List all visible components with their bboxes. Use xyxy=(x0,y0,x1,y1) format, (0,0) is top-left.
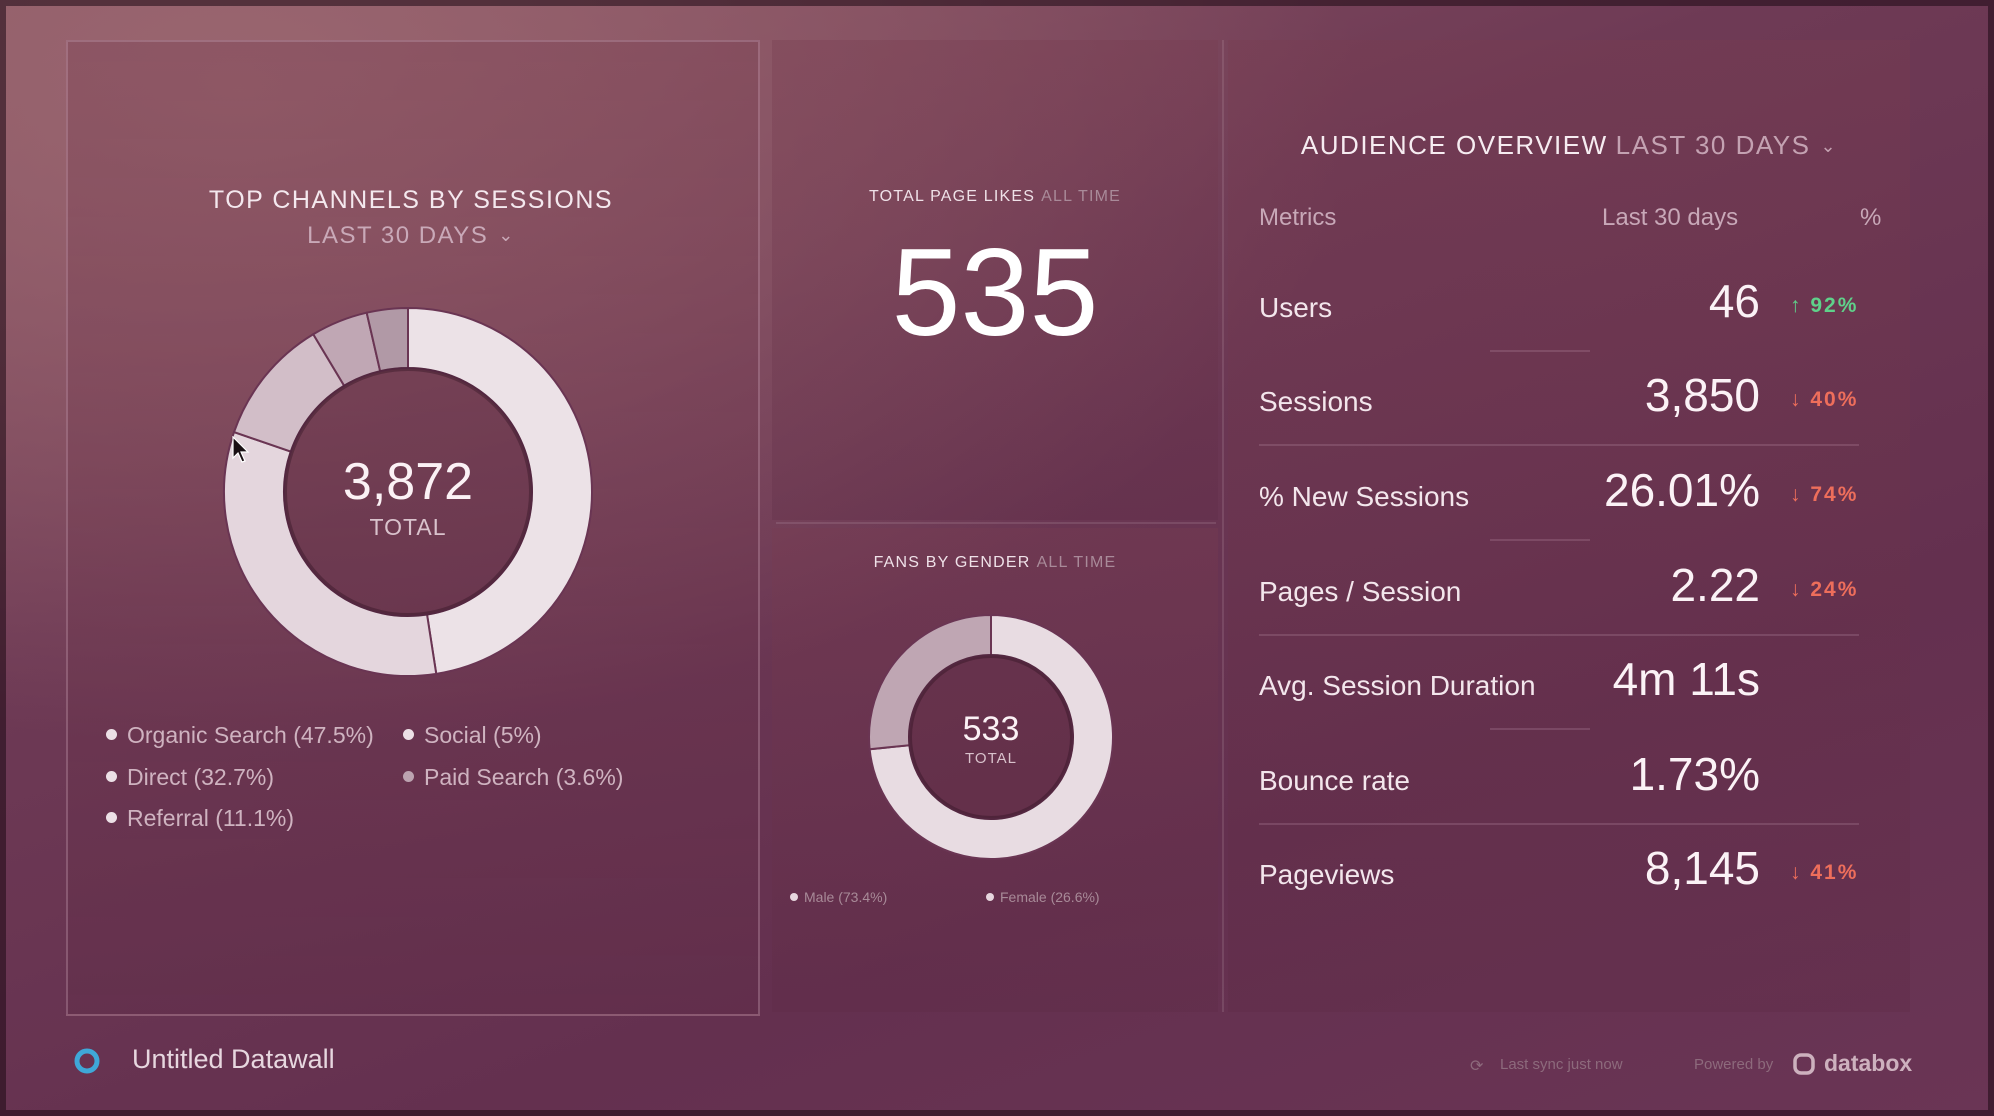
panel-divider xyxy=(776,522,1216,524)
row-separator xyxy=(1259,823,1859,825)
databox-logo-icon xyxy=(1793,1053,1815,1075)
last-sync-text: Last sync just now xyxy=(1500,1056,1623,1073)
powered-by-text: Powered by xyxy=(1694,1056,1774,1073)
legend-label: Organic Search (47.5%) xyxy=(127,722,374,748)
legend-label: Male (73.4%) xyxy=(804,889,888,905)
fans-gender-panel xyxy=(772,528,1218,1012)
metric-delta-badge: ↑ 92% xyxy=(1790,294,1859,317)
legend-dot xyxy=(106,729,117,740)
row-separator xyxy=(1490,728,1590,730)
metric-delta-badge: ↓ 40% xyxy=(1790,388,1859,411)
metric-label: Avg. Session Duration xyxy=(1259,670,1536,701)
top-channels-total-label: TOTAL xyxy=(369,514,447,540)
chevron-down-icon: ⌄ xyxy=(1820,136,1838,156)
row-separator xyxy=(1490,350,1590,352)
row-separator xyxy=(1259,634,1859,636)
fans-slice-1 xyxy=(868,613,992,751)
legend-item-social: Social (5%) xyxy=(403,722,542,749)
metric-delta-badge: ↓ 74% xyxy=(1790,483,1859,506)
legend-label: Direct (32.7%) xyxy=(127,764,274,790)
legend-dot xyxy=(403,729,414,740)
fans-gender-subtitle: ALL TIME xyxy=(1036,554,1117,571)
channels-slice-1 xyxy=(223,430,438,677)
top-channels-range-label: LAST 30 DAYS xyxy=(307,222,489,249)
metric-delta-badge: ↓ 24% xyxy=(1790,578,1859,601)
channels-slice-4 xyxy=(365,306,409,373)
header-metrics: Metrics xyxy=(1259,204,1337,231)
legend-dot xyxy=(790,893,798,901)
mouse-cursor-icon xyxy=(232,436,250,463)
metric-label: Pages / Session xyxy=(1259,576,1462,607)
channels-hole xyxy=(283,367,533,617)
legend-item-referral: Referral (11.1%) xyxy=(106,805,294,832)
legend-label: Paid Search (3.6%) xyxy=(424,764,624,790)
legend-label: Female (26.6%) xyxy=(1000,889,1100,905)
fans-slice-0 xyxy=(868,613,1114,860)
legend-item-female: Female (26.6%) xyxy=(986,889,1100,905)
page-likes-value: 535 xyxy=(891,224,1099,362)
legend-label: Social (5%) xyxy=(424,722,542,748)
metric-value: 26.01% xyxy=(1603,464,1760,516)
page-likes-subtitle: ALL TIME xyxy=(1041,188,1122,205)
metric-value: 4m 11s xyxy=(1612,653,1760,705)
audience-range-label: LAST 30 DAYS xyxy=(1615,130,1811,160)
fans-gender-title: FANS BY GENDER ALL TIME xyxy=(772,554,1218,572)
fans-total-label: TOTAL xyxy=(965,750,1017,767)
legend-item-paid-search: Paid Search (3.6%) xyxy=(403,764,623,791)
metric-label: Pageviews xyxy=(1259,859,1395,890)
datawall-title: Untitled Datawall xyxy=(132,1044,335,1074)
metric-label: Bounce rate xyxy=(1259,765,1410,796)
sync-icon: ⟳ xyxy=(1470,1058,1484,1075)
metric-label: % New Sessions xyxy=(1259,481,1470,512)
fans-hole xyxy=(908,654,1074,820)
legend-dot xyxy=(106,812,117,823)
datawall-logo-icon xyxy=(74,1048,100,1074)
legend-dot xyxy=(106,771,117,782)
chevron-down-icon: ⌄ xyxy=(498,225,515,245)
legend-item-male: Male (73.4%) xyxy=(790,889,887,905)
legend-item-direct: Direct (32.7%) xyxy=(106,764,274,791)
audience-title-dropdown[interactable]: AUDIENCE OVERVIEW LAST 30 DAYS ⌄ xyxy=(1228,130,1910,161)
legend-item-organic-search: Organic Search (47.5%) xyxy=(106,722,374,749)
row-separator xyxy=(1259,444,1859,446)
metric-value: 46 xyxy=(1708,275,1760,327)
fans-total: 533 xyxy=(962,710,1020,748)
top-channels-range-dropdown[interactable]: LAST 30 DAYS ⌄ xyxy=(66,222,756,250)
metric-value: 3,850 xyxy=(1644,369,1760,421)
databox-brand: databox xyxy=(1824,1050,1913,1076)
fans-gender-title-text: FANS BY GENDER xyxy=(873,554,1031,571)
metric-value: 2.22 xyxy=(1670,559,1760,611)
fans-gender-donut xyxy=(868,613,1114,860)
header-period: Last 30 days xyxy=(1602,204,1739,231)
metric-value: 8,145 xyxy=(1644,842,1760,894)
legend-dot xyxy=(986,893,994,901)
metric-delta-badge: ↓ 41% xyxy=(1790,861,1859,884)
page-likes-panel xyxy=(772,40,1218,520)
audience-title-text: AUDIENCE OVERVIEW xyxy=(1300,130,1608,160)
top-channels-donut xyxy=(223,306,593,677)
top-channels-total: 3,872 xyxy=(342,453,474,511)
panel-divider xyxy=(1222,40,1224,1012)
audience-panel xyxy=(1228,40,1910,1012)
top-channels-title: TOP CHANNELS BY SESSIONS xyxy=(208,186,614,214)
header-percent: % xyxy=(1860,204,1882,231)
legend-dot xyxy=(403,771,414,782)
legend-label: Referral (11.1%) xyxy=(127,805,295,831)
metric-label: Users xyxy=(1259,292,1333,323)
top-channels-panel xyxy=(66,40,760,1016)
metric-value: 1.73% xyxy=(1629,748,1760,800)
page-likes-title-text: TOTAL PAGE LIKES xyxy=(868,188,1036,205)
page-likes-title: TOTAL PAGE LIKES ALL TIME xyxy=(772,188,1218,206)
channels-slice-0 xyxy=(407,306,593,675)
row-separator xyxy=(1490,539,1590,541)
metric-label: Sessions xyxy=(1259,386,1373,417)
